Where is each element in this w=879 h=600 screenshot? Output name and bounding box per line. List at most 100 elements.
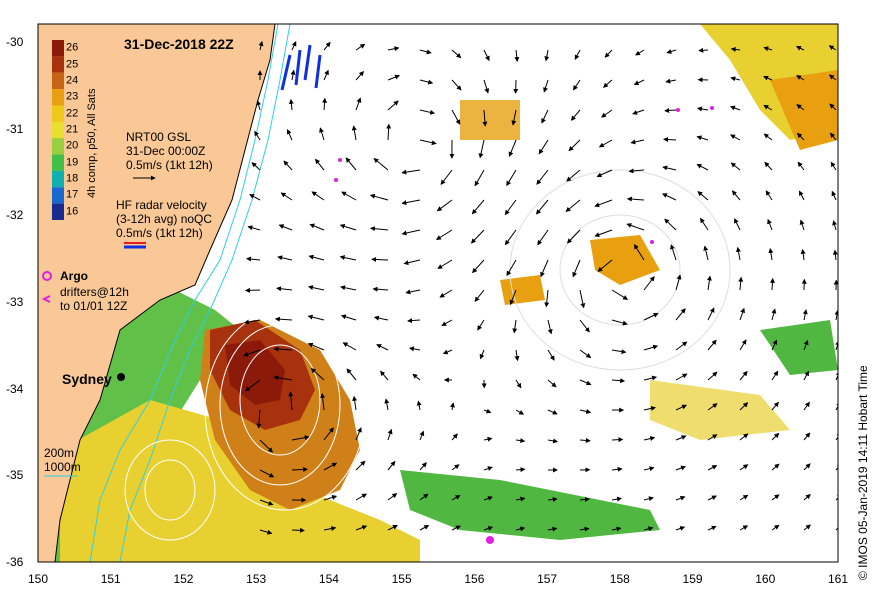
colorbar-segment (52, 89, 64, 106)
current-arrow (835, 463, 838, 471)
current-arrow (763, 75, 773, 81)
current-arrow (419, 430, 425, 441)
current-arrow (243, 349, 261, 357)
current-arrow (547, 379, 557, 388)
current-arrow (643, 276, 655, 291)
current-arrow (731, 190, 741, 201)
current-arrow (535, 199, 549, 215)
current-arrow (626, 196, 645, 202)
sst-patch-top (460, 100, 520, 140)
current-arrow (401, 169, 421, 175)
current-arrow (730, 162, 741, 171)
current-arrow (419, 109, 436, 115)
current-arrow (799, 219, 805, 231)
current-arrow (797, 161, 805, 171)
current-arrow (412, 373, 421, 381)
current-arrow (355, 525, 368, 531)
current-arrow (579, 496, 590, 502)
current-arrow (416, 400, 422, 411)
x-tick-label: 159 (682, 572, 703, 586)
current-arrow (280, 192, 293, 201)
current-arrow (254, 130, 261, 141)
current-arrow (730, 105, 741, 111)
argo-markers (334, 106, 714, 544)
current-arrow (512, 319, 518, 334)
current-arrow (371, 256, 389, 262)
x-tick-label: 155 (391, 572, 412, 586)
current-arrow (602, 79, 613, 88)
current-arrow (419, 525, 430, 531)
current-arrow (697, 191, 709, 201)
current-arrow (508, 139, 517, 157)
current-arrow (771, 463, 780, 471)
current-arrow (514, 49, 520, 63)
current-arrow (273, 346, 293, 352)
current-arrow (834, 309, 838, 321)
current-arrow (451, 49, 462, 59)
current-arrow (611, 289, 629, 300)
current-arrow (543, 79, 549, 93)
current-arrow (274, 316, 293, 322)
colorbar-tick-label: 18 (66, 172, 79, 185)
current-arrow (387, 46, 400, 52)
current-arrow (675, 465, 686, 471)
colorbar-segment (52, 138, 64, 155)
current-arrow (483, 436, 493, 442)
current-arrow (320, 392, 326, 411)
current-arrow (506, 169, 517, 187)
colorbar-segment (52, 203, 64, 220)
current-arrow (471, 199, 485, 215)
current-arrow (288, 391, 294, 411)
current-arrow (771, 401, 779, 411)
current-arrow (451, 494, 461, 501)
current-arrow (474, 169, 485, 187)
current-arrow (830, 161, 837, 171)
current-arrow (771, 308, 777, 321)
current-arrow (771, 524, 780, 531)
current-arrow (835, 524, 838, 531)
current-arrow (372, 286, 389, 292)
argo-legend-marker (42, 271, 52, 281)
current-arrow (579, 526, 590, 532)
current-arrow (643, 313, 659, 321)
current-arrow (763, 104, 773, 111)
sst-orange-mid (590, 235, 660, 285)
current-arrow (547, 319, 553, 335)
current-arrow (278, 224, 293, 231)
current-arrow (341, 191, 357, 201)
current-arrow (594, 229, 613, 238)
current-arrow (579, 437, 591, 443)
current-arrow (309, 223, 325, 231)
current-arrow (739, 402, 749, 411)
current-arrow (706, 275, 712, 291)
current-arrow (387, 100, 399, 111)
current-arrow (707, 495, 717, 501)
x-tick-label: 152 (173, 572, 194, 586)
current-arrow (439, 289, 453, 298)
sst-yellow-south (60, 400, 420, 562)
x-tick-label: 160 (755, 572, 776, 586)
colorbar-tick-label: 22 (66, 107, 79, 120)
current-arrow (351, 125, 357, 141)
current-arrow (730, 76, 741, 82)
current-arrow (633, 79, 645, 85)
current-arrow (314, 158, 325, 171)
current-arrow (696, 135, 709, 141)
current-arrow (342, 342, 357, 351)
current-arrow (544, 49, 550, 62)
current-arrow (477, 319, 485, 331)
current-arrow (256, 409, 262, 429)
current-arrow (767, 218, 773, 231)
current-arrow (478, 139, 485, 159)
current-arrow (323, 41, 331, 51)
current-arrow (339, 223, 357, 231)
current-arrow (340, 314, 357, 321)
current-arrow (407, 318, 421, 324)
current-arrow (259, 499, 274, 506)
sst-orange-mid2 (500, 275, 545, 305)
current-arrow (451, 525, 461, 531)
current-arrow (611, 466, 623, 472)
current-arrow (408, 346, 421, 352)
current-arrow (769, 277, 775, 291)
